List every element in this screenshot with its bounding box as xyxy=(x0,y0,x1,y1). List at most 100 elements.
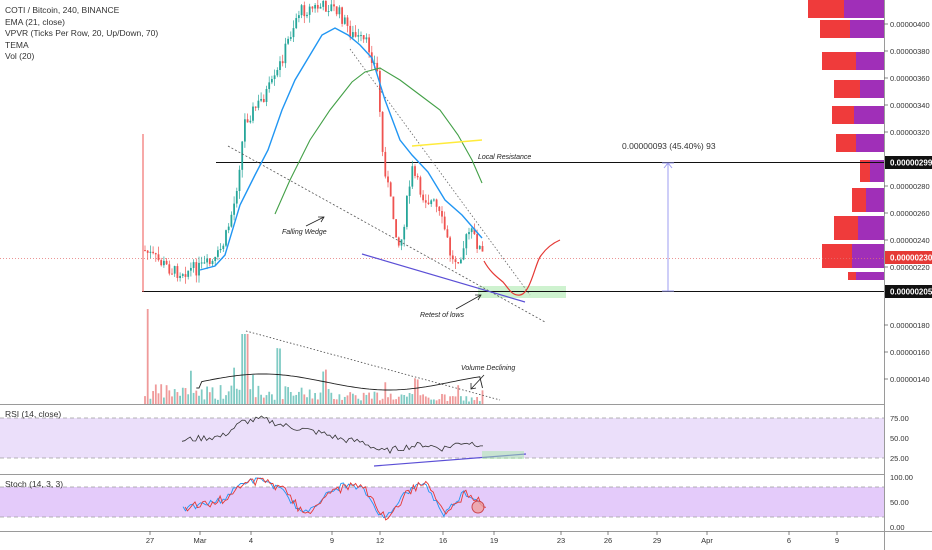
falling-wedge-label: Falling Wedge xyxy=(282,229,327,236)
vpvr-row-down xyxy=(834,80,860,98)
volume-bar xyxy=(376,392,379,404)
volume-bar xyxy=(176,392,179,404)
time-tick-label: 27 xyxy=(146,536,154,545)
legend-tema[interactable]: TEMA xyxy=(5,39,29,50)
volume-bar xyxy=(435,400,438,404)
stoch-pane-label[interactable]: Stoch (14, 3, 3) xyxy=(5,479,64,489)
price-badge-resistance: 0.00000299 xyxy=(885,156,932,169)
volume-bar xyxy=(160,384,163,404)
candle-body xyxy=(249,120,252,123)
volume-bar xyxy=(198,395,200,404)
candle-body xyxy=(271,79,273,83)
volume-bar xyxy=(406,396,408,404)
volume-bar xyxy=(424,396,427,404)
candle-body xyxy=(265,89,268,102)
candle-body xyxy=(316,4,319,9)
volume-bar xyxy=(476,396,478,404)
candle-body xyxy=(181,274,184,276)
wedge-lower-line xyxy=(361,253,526,303)
volume-bar xyxy=(314,393,316,404)
vpvr-row-down xyxy=(822,52,856,70)
candle-body xyxy=(451,255,454,260)
legend-vol[interactable]: Vol (20) xyxy=(5,51,35,61)
price-tick-label: 0.00000140 xyxy=(890,375,930,384)
candle-body xyxy=(241,141,244,170)
rsi-line xyxy=(181,415,483,454)
candle-body xyxy=(179,275,181,278)
price-tick-label: 0.00000180 xyxy=(890,321,930,330)
candle-body xyxy=(387,176,389,183)
volume-bar xyxy=(441,393,443,404)
legend-ema[interactable]: EMA (21, close) xyxy=(5,16,65,27)
candle-body xyxy=(187,270,190,277)
volume-bar xyxy=(173,389,176,404)
volume-bar xyxy=(368,392,370,404)
price-badge-current: 0.00000230 xyxy=(885,251,932,264)
candle-body xyxy=(449,237,451,256)
volume-bar xyxy=(478,401,481,404)
candle-body xyxy=(427,202,430,205)
price-tick-label: 0.00000400 xyxy=(890,20,930,29)
volume-bar xyxy=(203,399,206,404)
vpvr-row-up xyxy=(844,0,884,18)
volume-bar xyxy=(273,399,276,404)
vpvr-row-up xyxy=(856,134,884,152)
candle-body xyxy=(192,262,195,268)
legend-vpvr[interactable]: VPVR (Ticks Per Row, 20, Up/Down, 70) xyxy=(5,28,159,38)
volume-bar xyxy=(362,392,365,404)
volume-bar xyxy=(346,395,349,404)
svg-text:0.00000205: 0.00000205 xyxy=(890,288,932,297)
price-tick-label: 0.00000380 xyxy=(890,47,930,56)
volume-bar xyxy=(330,392,333,404)
vpvr-row-up xyxy=(870,160,884,182)
volume-bar xyxy=(257,385,260,404)
time-tick-label: 23 xyxy=(557,536,565,545)
volume-bar xyxy=(322,371,325,404)
price-tick-label: 0.00000160 xyxy=(890,348,930,357)
volume-bar xyxy=(381,398,384,404)
price-tick-label: 0.00000260 xyxy=(890,209,930,218)
vpvr-row-down xyxy=(848,272,856,280)
legend-symbol[interactable]: COTI / Bitcoin, 240, BINANCE xyxy=(5,5,120,15)
volume-bar xyxy=(152,391,154,404)
stoch-tick-label: 50.00 xyxy=(890,498,909,507)
rsi-band xyxy=(0,418,884,458)
candle-body xyxy=(441,211,443,217)
candle-body xyxy=(292,28,295,38)
volume-bar xyxy=(311,398,314,404)
volume-bar xyxy=(279,348,281,404)
stoch-k-line xyxy=(182,477,485,519)
volume-bar xyxy=(473,400,476,404)
candle-body xyxy=(365,37,368,40)
time-tick-label: 9 xyxy=(835,536,839,545)
volume-bar xyxy=(249,389,252,404)
candle-body xyxy=(195,262,198,276)
volume-bar xyxy=(208,392,211,404)
volume-bar xyxy=(446,400,449,404)
rsi-tick-label: 25.00 xyxy=(890,454,909,463)
candle-body xyxy=(268,82,271,90)
rsi-pane-label[interactable]: RSI (14, close) xyxy=(5,409,62,419)
volume-bar xyxy=(222,398,225,404)
candle-body xyxy=(465,234,468,249)
candle-body xyxy=(481,246,484,252)
candle-body xyxy=(157,254,160,261)
volume-bar xyxy=(354,395,357,404)
volume-bar xyxy=(468,401,470,404)
volume-bar xyxy=(276,348,279,404)
chart-legend: COTI / Bitcoin, 240, BINANCE EMA (21, cl… xyxy=(5,5,158,63)
candle-body xyxy=(289,37,292,39)
candle-body xyxy=(222,245,225,249)
price-tick-label: 0.00000280 xyxy=(890,182,930,191)
volume-bar xyxy=(171,396,173,404)
candle-body xyxy=(238,169,241,192)
candle-body xyxy=(171,273,173,275)
price-badge-support: 0.00000205 xyxy=(885,285,932,298)
vpvr-row-down xyxy=(820,20,850,38)
volume-bar xyxy=(190,370,192,404)
volume-bar xyxy=(192,392,195,404)
candle-body xyxy=(349,25,352,38)
volume-bar xyxy=(271,394,273,404)
volume-bar xyxy=(338,394,341,404)
